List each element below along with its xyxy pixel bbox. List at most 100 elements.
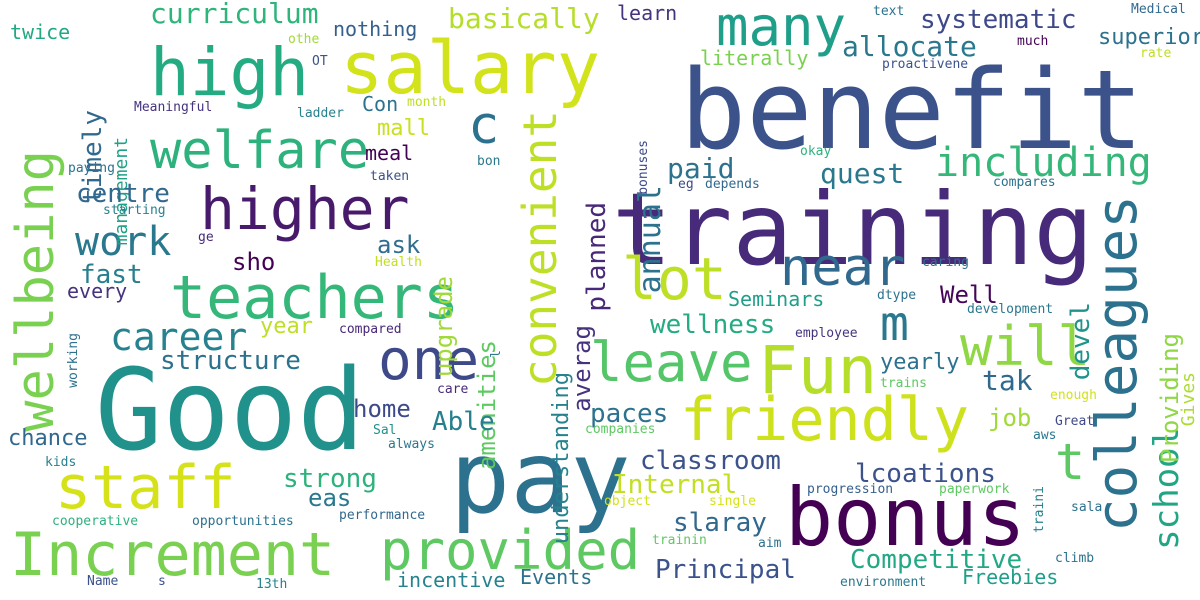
- word-fast: fast: [80, 260, 143, 290]
- word-work: work: [75, 219, 172, 265]
- word-able: Able: [432, 407, 495, 437]
- word-classroom: classroom: [640, 446, 781, 476]
- word-health: Health: [375, 255, 422, 270]
- word-literally: literally: [700, 46, 809, 70]
- word-every: every: [67, 279, 128, 303]
- word-s: s: [158, 574, 166, 589]
- word-climb: climb: [1055, 551, 1095, 566]
- word-month: month: [407, 95, 447, 110]
- word-colleagues: colleagues: [1085, 195, 1150, 533]
- word-principal: Principal: [655, 555, 796, 585]
- word-friendly: friendly: [680, 385, 969, 455]
- word-con: Con: [362, 92, 399, 116]
- word-ladder: ladder: [297, 106, 344, 121]
- word-starting: starting: [103, 203, 166, 218]
- word-superiors: superiors: [1098, 25, 1200, 50]
- word-internal: Internal: [612, 470, 738, 500]
- word-bonuses: bonuses: [636, 140, 651, 195]
- word-strong: strong: [283, 464, 377, 494]
- word-l: l: [489, 350, 504, 358]
- word-t: t: [1055, 433, 1086, 491]
- word-eas: eas: [308, 484, 352, 512]
- word-year: year: [260, 314, 313, 339]
- word-leave: leave: [590, 331, 753, 394]
- word-teachers: teachers: [170, 263, 459, 333]
- word-staff: staff: [55, 453, 236, 523]
- word-sho: sho: [232, 248, 276, 276]
- word-meaningful: Meaningful: [134, 100, 213, 115]
- word-freebies: Freebies: [962, 565, 1059, 589]
- word-trains: trains: [880, 376, 927, 391]
- word-systematic: systematic: [920, 5, 1077, 35]
- word-chance: chance: [8, 426, 88, 451]
- word-depends: depends: [705, 177, 760, 192]
- word-always: always: [388, 437, 435, 452]
- word-welfare: welfare: [150, 121, 370, 181]
- word-single: single: [709, 494, 756, 509]
- word-wellbeing: wellbeing: [6, 150, 66, 432]
- word-object: object: [604, 494, 651, 509]
- word-provided: provided: [380, 519, 641, 582]
- word-aim: aim: [758, 536, 782, 551]
- word-wellness: wellness: [650, 310, 776, 340]
- word-kids: kids: [45, 455, 77, 470]
- word-including: including: [935, 140, 1152, 186]
- word-seminars: Seminars: [728, 287, 825, 311]
- word-tak: tak: [982, 364, 1033, 397]
- word-much: much: [1017, 34, 1049, 49]
- word-twice: twice: [10, 20, 71, 44]
- word-medical: Medical: [1131, 2, 1186, 17]
- word-paces: paces: [590, 399, 669, 429]
- word-near: near: [780, 238, 906, 298]
- word-pay: pay: [450, 419, 631, 536]
- word-bon: bon: [477, 154, 501, 169]
- word-paying: paying: [68, 161, 115, 176]
- word-planned: planned: [582, 202, 612, 312]
- word-annual: annual: [633, 185, 668, 294]
- word-will: will: [960, 315, 1091, 378]
- word-rate: rate: [1140, 46, 1172, 61]
- word-gives: Gives: [1178, 372, 1199, 427]
- word-home: home: [353, 395, 411, 423]
- word-compared: compared: [339, 322, 402, 337]
- word-dtype: dtype: [877, 288, 917, 303]
- word-paid: paid: [667, 152, 735, 185]
- word-yearly: yearly: [880, 350, 960, 375]
- word-eg: eg: [678, 177, 694, 192]
- word-bonus: bonus: [785, 471, 1026, 564]
- word-nothing: nothing: [333, 17, 418, 41]
- word-sal: Sal: [373, 423, 397, 438]
- word-environment: environment: [840, 575, 927, 590]
- word-traini: traini: [1032, 486, 1047, 533]
- word-salary: salary: [340, 26, 601, 110]
- word-allocate: allocate: [842, 30, 977, 63]
- word-higher: higher: [200, 175, 410, 243]
- word-centre: centre: [76, 179, 170, 209]
- word-okay: okay: [800, 144, 832, 159]
- word-m: m: [880, 296, 909, 352]
- word-enough: enough: [1050, 388, 1097, 403]
- word-cooperative: cooperative: [52, 514, 139, 529]
- word-ge: ge: [198, 230, 214, 245]
- word-good: Good: [95, 346, 365, 476]
- word-meal: meal: [365, 141, 414, 165]
- word-caring: caring: [922, 255, 969, 270]
- word-basically: basically: [448, 2, 600, 35]
- word-taken: taken: [370, 169, 410, 184]
- word-trainin: trainin: [652, 533, 707, 548]
- word-companies: companies: [585, 422, 656, 437]
- word-othe: othe: [288, 32, 320, 47]
- word-sala: sala: [1071, 500, 1103, 515]
- word-performance: performance: [339, 508, 426, 523]
- word-well: Well: [940, 281, 998, 309]
- word-job: job: [988, 404, 1032, 432]
- word-name: Name: [87, 574, 119, 589]
- word-increment: Increment: [10, 520, 336, 590]
- word-proactivene: proactivene: [882, 57, 969, 72]
- word-mall: mall: [377, 116, 430, 141]
- word-text: text: [873, 4, 905, 19]
- word-many: many: [716, 0, 847, 58]
- word-compares: compares: [993, 175, 1056, 190]
- word-employee: employee: [795, 326, 858, 341]
